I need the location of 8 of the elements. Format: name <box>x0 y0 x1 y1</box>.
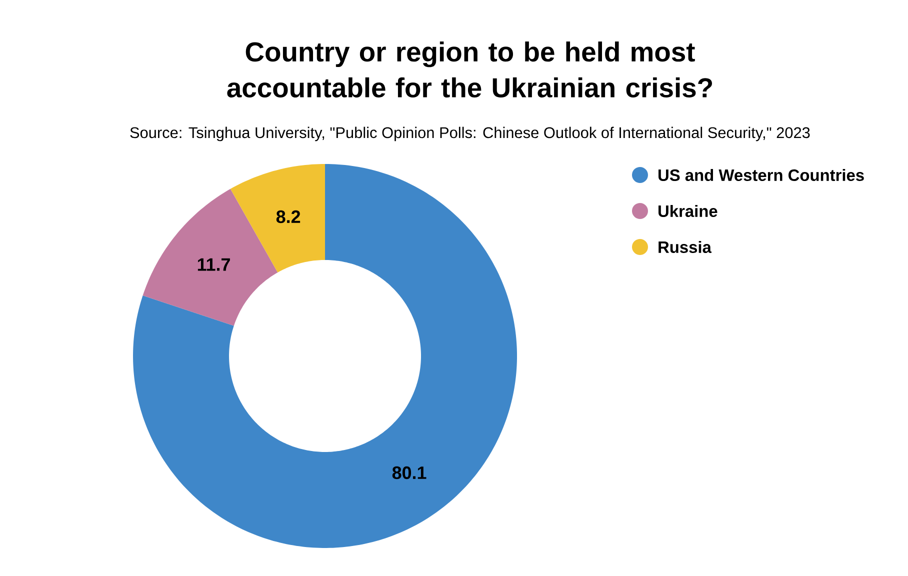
legend-label: Ukraine <box>658 204 718 218</box>
legend-label: US and Western Countries <box>658 168 864 182</box>
source-note: Source: Tsinghua University, "Public Opinion Polls: Chinese Outlook of International Security," 2023 <box>130 126 810 142</box>
data-label: 80.1 <box>392 466 426 480</box>
chart-title: Country or region to be held most accountable for the Ukrainian crisis? <box>227 42 712 98</box>
legend-label: Russia <box>658 240 712 254</box>
data-label: 8.2 <box>276 210 300 224</box>
data-label: 11.7 <box>198 258 230 271</box>
